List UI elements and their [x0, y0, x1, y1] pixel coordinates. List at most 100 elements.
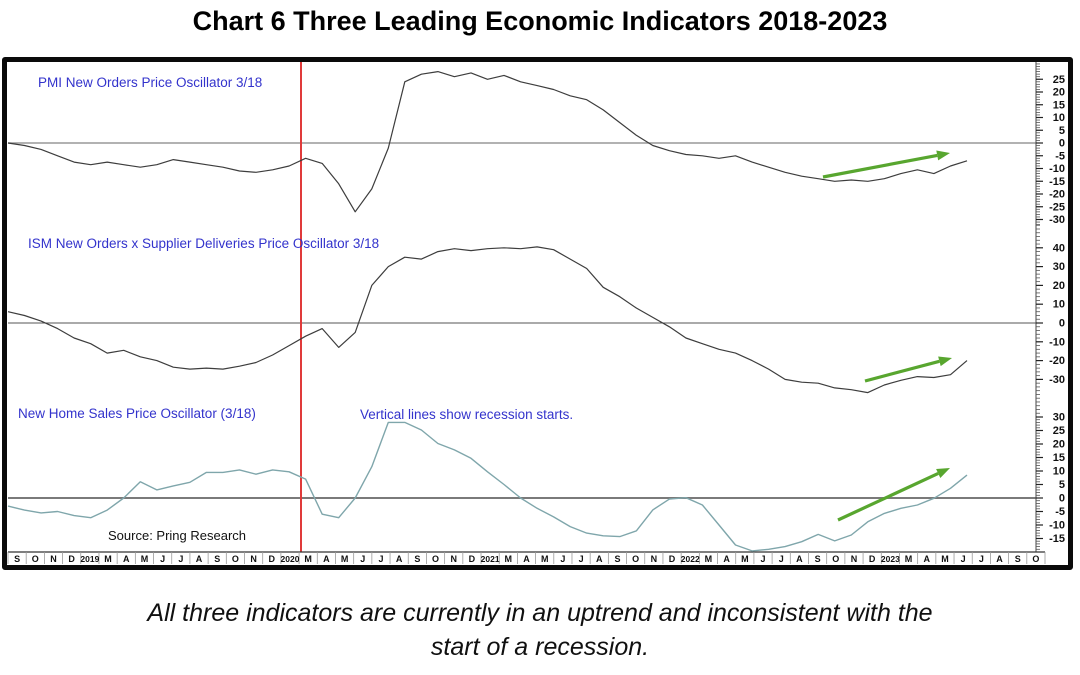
chart-caption: All three indicators are currently in an… — [0, 596, 1080, 664]
y-tick-label: -5 — [1055, 506, 1065, 518]
y-tick-label: 30 — [1053, 412, 1065, 424]
y-tick-label: 5 — [1059, 479, 1065, 491]
x-tick-label: J — [979, 554, 984, 564]
y-tick-label: 15 — [1053, 99, 1065, 111]
indicator-chart: 2520151050-5-10-15-20-25-30403020100-10-… — [7, 62, 1065, 564]
x-tick-label: J — [178, 554, 183, 564]
x-tick-label: S — [414, 554, 420, 564]
x-tick-label: M — [941, 554, 949, 564]
x-tick-label: D — [869, 554, 876, 564]
x-tick-label: O — [432, 554, 439, 564]
recession-note: Vertical lines show recession starts. — [360, 407, 573, 422]
y-tick-label: -20 — [1049, 189, 1065, 201]
x-tick-label: M — [505, 554, 513, 564]
x-tick-label: M — [341, 554, 349, 564]
x-tick-label: 2022 — [681, 554, 700, 564]
x-tick-label: O — [32, 554, 39, 564]
x-tick-label: 2019 — [80, 554, 99, 564]
x-tick-label: M — [141, 554, 149, 564]
y-tick-label: -15 — [1049, 176, 1065, 188]
y-tick-label: 10 — [1053, 299, 1065, 311]
y-tick-label: -15 — [1049, 533, 1065, 545]
x-tick-label: M — [741, 554, 749, 564]
x-tick-label: A — [196, 554, 203, 564]
x-tick-label: D — [669, 554, 676, 564]
x-tick-label: O — [832, 554, 839, 564]
x-tick-label: S — [214, 554, 220, 564]
y-tick-label: -10 — [1049, 163, 1065, 175]
x-tick-label: J — [360, 554, 365, 564]
x-tick-label: N — [851, 554, 858, 564]
y-tick-label: -30 — [1049, 214, 1065, 226]
y-tick-label: 0 — [1059, 138, 1065, 150]
y-tick-label: 15 — [1053, 452, 1065, 464]
y-tick-label: 40 — [1053, 242, 1065, 254]
y-tick-label: -25 — [1049, 201, 1065, 213]
x-tick-label: A — [996, 554, 1003, 564]
trend-arrow-shaft — [837, 472, 939, 522]
trend-arrow-head — [938, 356, 952, 367]
panel-label-1: PMI New Orders Price Oscillator 3/18 — [38, 75, 262, 90]
trend-arrow-shaft — [822, 153, 938, 179]
x-tick-label: S — [815, 554, 821, 564]
source-label: Source: Pring Research — [108, 528, 246, 543]
y-tick-label: 0 — [1059, 493, 1065, 505]
x-tick-label: N — [250, 554, 257, 564]
page-title: Chart 6 Three Leading Economic Indicator… — [192, 6, 888, 36]
caption-line-1: All three indicators are currently in an… — [147, 599, 933, 627]
x-tick-label: D — [68, 554, 75, 564]
x-tick-label: A — [723, 554, 730, 564]
y-tick-label: 10 — [1053, 112, 1065, 124]
x-tick-label: N — [50, 554, 57, 564]
x-tick-label: A — [123, 554, 130, 564]
x-tick-label: O — [632, 554, 639, 564]
y-tick-label: 20 — [1053, 439, 1065, 451]
caption-line-2: start of a recession. — [430, 633, 650, 661]
y-tick-label: -30 — [1049, 374, 1065, 386]
y-tick-label: 0 — [1059, 318, 1065, 330]
x-tick-label: A — [396, 554, 403, 564]
x-tick-label: O — [232, 554, 239, 564]
panel-label-2: ISM New Orders x Supplier Deliveries Pri… — [28, 236, 379, 251]
x-tick-label: D — [269, 554, 276, 564]
trend-arrow-head — [936, 150, 950, 161]
x-tick-label: M — [304, 554, 312, 564]
x-tick-label: A — [323, 554, 330, 564]
trend-arrow-shaft — [864, 359, 940, 383]
x-tick-label: S — [614, 554, 620, 564]
x-tick-label: N — [651, 554, 658, 564]
series-line-panel-1 — [7, 71, 968, 213]
x-tick-label: M — [104, 554, 112, 564]
x-tick-label: A — [596, 554, 603, 564]
x-tick-label: S — [14, 554, 20, 564]
x-tick-label: A — [923, 554, 930, 564]
y-tick-label: 30 — [1053, 261, 1065, 273]
y-tick-label: 10 — [1053, 466, 1065, 478]
x-tick-label: J — [761, 554, 766, 564]
x-tick-label: J — [961, 554, 966, 564]
x-tick-label: M — [705, 554, 713, 564]
x-tick-label: 2021 — [481, 554, 500, 564]
x-tick-label: O — [1032, 554, 1039, 564]
y-tick-label: 25 — [1053, 74, 1065, 86]
y-tick-label: -5 — [1055, 150, 1065, 162]
y-tick-label: 5 — [1059, 125, 1065, 137]
x-tick-label: N — [450, 554, 457, 564]
x-tick-label: J — [560, 554, 565, 564]
x-tick-label: M — [541, 554, 549, 564]
trend-arrow-head — [936, 468, 950, 479]
x-tick-label: J — [160, 554, 165, 564]
series-line-panel-2 — [7, 246, 968, 394]
y-tick-label: -20 — [1049, 355, 1065, 367]
y-tick-label: -10 — [1049, 520, 1065, 532]
x-tick-label: S — [1015, 554, 1021, 564]
x-tick-label: J — [378, 554, 383, 564]
x-tick-label: 2020 — [281, 554, 300, 564]
x-tick-label: M — [905, 554, 913, 564]
x-tick-label: J — [779, 554, 784, 564]
series-line-panel-3 — [7, 421, 968, 552]
y-tick-label: 20 — [1053, 87, 1065, 99]
y-tick-label: 25 — [1053, 425, 1065, 437]
x-tick-label: J — [579, 554, 584, 564]
y-tick-label: 20 — [1053, 280, 1065, 292]
